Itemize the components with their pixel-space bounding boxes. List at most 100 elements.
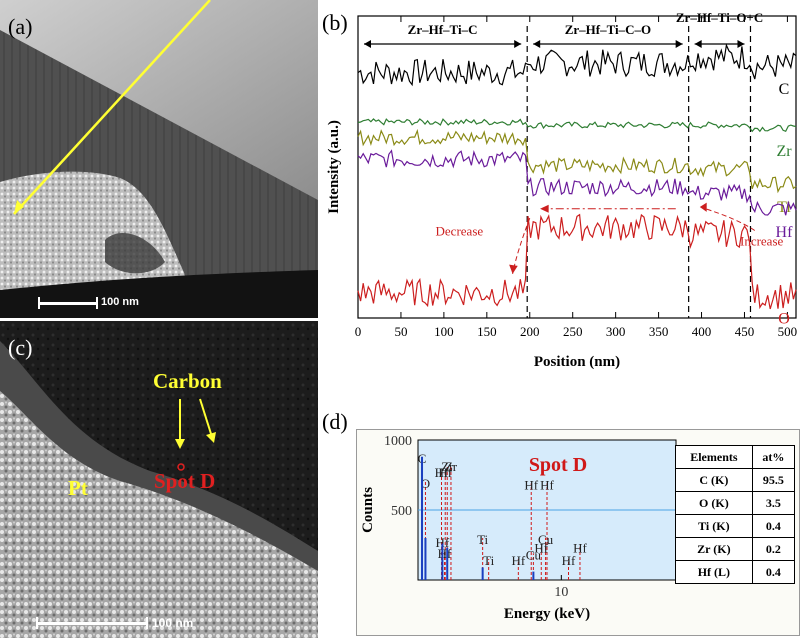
panel-c-micrograph bbox=[0, 321, 318, 638]
line-scan-plot: 0 50 100 150 200 250 300 350 400 450 500 Position (… bbox=[326, 10, 798, 370]
panel-c-scale-bar-label: 100 nm bbox=[152, 616, 194, 630]
peak-label-cu: Cu bbox=[526, 547, 542, 562]
panel-a-scale-bar-right-tick bbox=[96, 297, 98, 309]
region-arrowhead-left bbox=[533, 40, 541, 48]
series-line-c bbox=[357, 43, 797, 87]
series-line-o bbox=[357, 213, 797, 310]
table-cell: Ti (K) bbox=[675, 514, 753, 538]
increase-arrow bbox=[701, 207, 756, 231]
panel-b-label: (b) bbox=[322, 10, 348, 35]
x-tick-label: 200 bbox=[520, 324, 540, 339]
panel-a-tem-image: (a) 100 nm bbox=[0, 0, 318, 318]
panel-a-micrograph bbox=[0, 0, 318, 318]
spectrum-title: Spot D bbox=[529, 454, 587, 476]
peak-label-hf: Hf bbox=[435, 465, 449, 480]
spot-d-label: Spot D bbox=[154, 469, 216, 493]
composition-table: Elements at% C (K) 95.5 O (K) 3.5 Ti (K) 0.4 Zr … bbox=[675, 445, 796, 584]
panel-b-line-scan-chart: (b) 0 50 100 150 200 250 300 350 400 450 500 Positi… bbox=[318, 0, 805, 395]
x-axis-label: Position (nm) bbox=[534, 354, 620, 370]
table-cell: 0.4 bbox=[751, 560, 796, 584]
peak-label-hf: Hf bbox=[562, 553, 576, 568]
table-header-cell: at% bbox=[751, 445, 796, 469]
peak-label-zr: Zr bbox=[445, 459, 458, 474]
line-scan-arrow bbox=[13, 0, 211, 215]
table-header-row: Elements at% bbox=[675, 445, 796, 469]
panel-c-scale-bar-left-tick bbox=[36, 617, 38, 629]
x-tick-label: 400 bbox=[692, 324, 712, 339]
region-arrowhead-left bbox=[694, 40, 702, 48]
panel-c-scale-bar-right-tick bbox=[146, 617, 148, 629]
peak-label-cu: Cu bbox=[538, 532, 554, 547]
x-tick-label: 10 bbox=[554, 585, 568, 600]
region-label: Zr–Hf–Ti–O+C bbox=[676, 10, 763, 25]
series-line-hf bbox=[357, 149, 797, 216]
x-tick-label: 450 bbox=[735, 324, 755, 339]
plot-frame bbox=[357, 15, 797, 319]
panel-a-scale-bar-left-tick bbox=[38, 297, 40, 309]
series-label-o: O bbox=[778, 311, 790, 328]
x-tick-label: 100 bbox=[434, 324, 454, 339]
peak-label-hf: Hf bbox=[534, 540, 548, 555]
panel-c-scale-bar bbox=[36, 622, 148, 625]
series-label-zr: Zr bbox=[776, 143, 792, 160]
peak-label-ti: Ti bbox=[477, 532, 488, 547]
panel-c-tem-image: (c) Carbon Spot D Pt 100 nm bbox=[0, 321, 318, 638]
table-row: Zr (K) 0.2 bbox=[675, 537, 796, 561]
peak-label-hf: Hf bbox=[573, 540, 587, 555]
table-row: O (K) 3.5 bbox=[675, 491, 796, 515]
carbon-arrows bbox=[175, 398, 216, 471]
panel-a-scale-bar-label: 100 nm bbox=[101, 296, 139, 308]
y-tick-label: 500 bbox=[391, 504, 412, 519]
x-tick-label: 0 bbox=[355, 324, 362, 339]
table-cell: Zr (K) bbox=[675, 537, 753, 561]
peak-label-hf: Hf bbox=[436, 535, 450, 550]
table-row: C (K) 95.5 bbox=[675, 468, 796, 492]
peak-label-zr: Zr bbox=[441, 459, 454, 474]
decrease-arrow bbox=[512, 217, 531, 274]
y-axis-label: Intensity (a.u.) bbox=[326, 120, 342, 214]
panel-d-label: (d) bbox=[322, 409, 348, 434]
peak-label-hf: Hf bbox=[438, 465, 452, 480]
panel-c-label: (c) bbox=[8, 335, 33, 360]
table-header-cell: Elements bbox=[675, 445, 753, 469]
region-arrowhead-right bbox=[675, 40, 683, 48]
panel-a-label: (a) bbox=[8, 14, 33, 39]
y-axis-label: Counts bbox=[360, 487, 376, 533]
decrease-arrowhead bbox=[509, 264, 518, 274]
region-arrowhead-right bbox=[514, 40, 522, 48]
increase-annotation: Increase bbox=[740, 234, 784, 249]
y-tick-label: 1000 bbox=[384, 434, 412, 449]
region-label: Zr–Hf–Ti–C–O bbox=[565, 22, 651, 37]
table-cell: 95.5 bbox=[751, 468, 796, 492]
region-arrowhead-left bbox=[364, 40, 371, 48]
peak-label-ti: Ti bbox=[483, 553, 494, 568]
x-tick-label: 150 bbox=[477, 324, 497, 339]
x-tick-label: 300 bbox=[606, 324, 626, 339]
peak-label-o: O bbox=[421, 476, 430, 491]
table-cell: 0.2 bbox=[751, 537, 796, 561]
table-cell: Hf (L) bbox=[675, 560, 753, 584]
peak-label-hf: Hf bbox=[540, 477, 554, 492]
table-cell: 0.4 bbox=[751, 514, 796, 538]
series-label-hf: Hf bbox=[776, 224, 794, 241]
table-cell: O (K) bbox=[675, 491, 753, 515]
x-tick-label: 50 bbox=[394, 324, 407, 339]
region-arrowhead-right bbox=[737, 40, 745, 48]
series-label-c: C bbox=[779, 81, 790, 98]
decrease-annotation: Decrease bbox=[436, 223, 484, 238]
table-cell: 3.5 bbox=[751, 491, 796, 515]
series-line-ti bbox=[357, 128, 797, 194]
x-tick-label: 250 bbox=[563, 324, 583, 339]
table-row: Ti (K) 0.4 bbox=[675, 514, 796, 538]
pt-label: Pt bbox=[68, 476, 88, 500]
x-tick-label: 350 bbox=[649, 324, 669, 339]
plateau-arrowhead bbox=[540, 204, 549, 213]
peak-label-hf: Hf bbox=[511, 553, 525, 568]
table-row: Hf (L) 0.4 bbox=[675, 560, 796, 584]
series-line-zr bbox=[357, 118, 797, 133]
spot-d-marker bbox=[177, 463, 185, 471]
series-label-ti: Ti bbox=[777, 199, 791, 216]
x-tick-label: 500 bbox=[778, 324, 798, 339]
